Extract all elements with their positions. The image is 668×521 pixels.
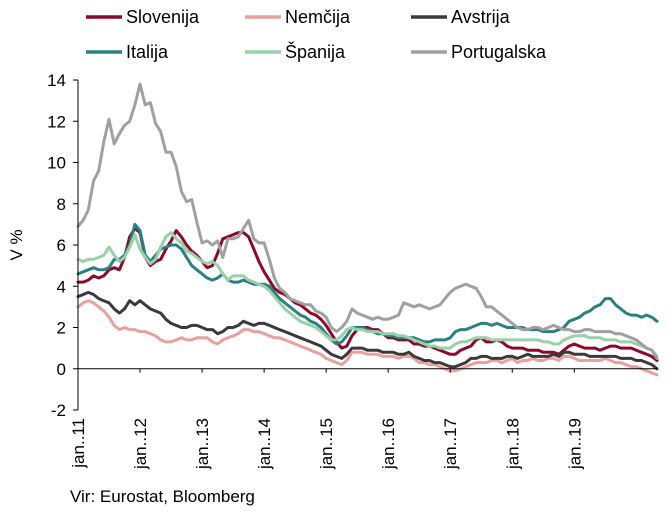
legend-label: Slovenija: [126, 7, 200, 27]
x-tick-label: jan..17: [441, 418, 460, 470]
y-tick-label: 10: [47, 154, 66, 173]
x-tick-label: jan..11: [69, 418, 88, 469]
legend-label: Španija: [285, 41, 346, 62]
y-tick-label: 12: [47, 112, 66, 131]
y-tick-label: 2: [57, 319, 66, 338]
legend: Slovenija Nemčija Avstrija Italija Španija Po…: [86, 7, 547, 62]
series-line-španija: [76, 231, 659, 358]
y-tick-label: 14: [47, 71, 66, 90]
axes: -2 0 2 4 6 8 10 12 14 V % jan..11 jan..12 jan..13 jan…: [7, 71, 657, 470]
source-note: Vir: Eurostat, Bloomberg: [70, 487, 255, 506]
series-line-slovenija: [76, 227, 659, 362]
y-tick-label: 8: [57, 195, 66, 214]
x-tick-label: jan..16: [379, 418, 398, 470]
x-tick-label: jan..18: [503, 418, 522, 470]
x-tick-label: jan..14: [255, 418, 274, 470]
legend-label: Nemčija: [285, 7, 351, 27]
y-tick-label: 0: [57, 360, 66, 379]
series-line-nemčija: [76, 299, 659, 377]
plot-area: [76, 82, 659, 377]
x-tick-label: jan..13: [193, 418, 212, 470]
x-tick-label: jan..15: [317, 418, 336, 470]
legend-label: Avstrija: [451, 7, 511, 27]
x-tick-label: jan..19: [565, 418, 584, 470]
y-axis-title: V %: [7, 229, 26, 260]
legend-label: Portugalska: [451, 42, 547, 62]
y-tick-label: 6: [57, 236, 66, 255]
x-tick-label: jan..12: [131, 418, 150, 470]
y-tick-label: 4: [57, 277, 66, 296]
y-tick-label: -2: [51, 401, 66, 420]
legend-label: Italija: [126, 42, 169, 62]
series-line-avstrija: [76, 290, 659, 371]
series-line-portugalska: [76, 82, 659, 360]
